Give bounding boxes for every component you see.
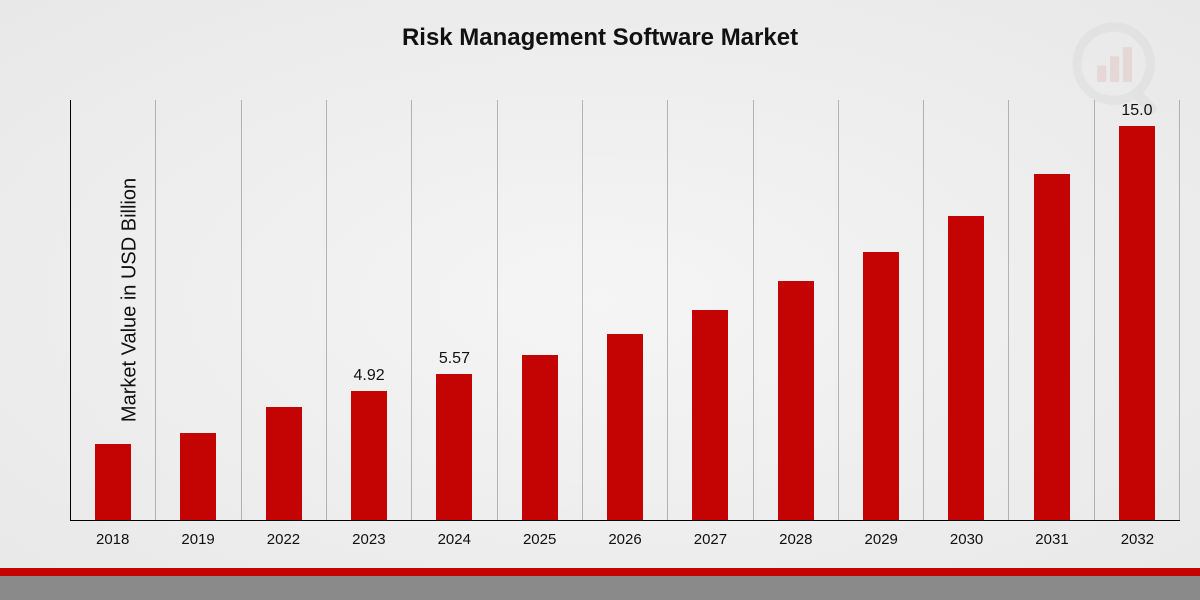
x-tick-label: 2023	[326, 521, 411, 560]
bar	[266, 407, 302, 520]
x-tick-label: 2030	[924, 521, 1009, 560]
bar	[948, 216, 984, 521]
plot-region: 4.92 5.57 15.0	[70, 100, 1180, 520]
bar	[778, 281, 814, 520]
x-tick-label: 2018	[70, 521, 155, 560]
x-axis: 2018201920222023202420252026202720282029…	[70, 520, 1180, 560]
bar	[180, 433, 216, 520]
x-tick-label: 2027	[668, 521, 753, 560]
bar	[863, 252, 899, 520]
bar-column	[498, 100, 583, 520]
bar-column	[71, 100, 156, 520]
bar	[436, 374, 472, 520]
chart-title: Risk Management Software Market	[0, 24, 1200, 52]
bar-column	[924, 100, 1009, 520]
bar	[1119, 126, 1155, 520]
bar	[607, 334, 643, 520]
bar-column	[156, 100, 241, 520]
bar-column	[242, 100, 327, 520]
bar-value-label: 4.92	[354, 367, 385, 385]
bar-column	[754, 100, 839, 520]
x-tick-label: 2029	[839, 521, 924, 560]
x-tick-label: 2031	[1009, 521, 1094, 560]
footer-gray-stripe	[0, 576, 1200, 600]
bar-column	[668, 100, 753, 520]
bar	[522, 355, 558, 520]
bar	[351, 391, 387, 520]
x-tick-label: 2024	[412, 521, 497, 560]
chart-area: 4.92 5.57 15.0	[70, 100, 1180, 520]
x-tick-label: 2028	[753, 521, 838, 560]
bar-value-label: 15.0	[1121, 102, 1152, 120]
x-tick-label: 2025	[497, 521, 582, 560]
footer-red-stripe	[0, 568, 1200, 576]
x-tick-label: 2022	[241, 521, 326, 560]
bar-column: 15.0	[1095, 100, 1180, 520]
bar-value-label: 5.57	[439, 350, 470, 368]
bar	[1034, 174, 1070, 521]
bar-column	[839, 100, 924, 520]
bar-column	[583, 100, 668, 520]
bar	[692, 310, 728, 520]
bar-column	[1009, 100, 1094, 520]
x-tick-label: 2019	[155, 521, 240, 560]
footer-band	[0, 568, 1200, 600]
bar-column: 5.57	[412, 100, 497, 520]
bar-column: 4.92	[327, 100, 412, 520]
bar	[95, 444, 131, 520]
x-tick-label: 2032	[1095, 521, 1180, 560]
x-tick-label: 2026	[582, 521, 667, 560]
